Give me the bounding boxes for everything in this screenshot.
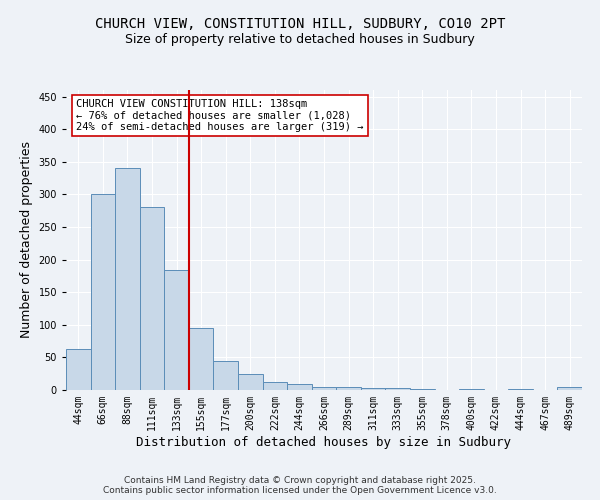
- Text: CHURCH VIEW CONSTITUTION HILL: 138sqm
← 76% of detached houses are smaller (1,02: CHURCH VIEW CONSTITUTION HILL: 138sqm ← …: [76, 99, 364, 132]
- Bar: [66, 349, 91, 390]
- Bar: [557, 388, 582, 390]
- Bar: [140, 208, 164, 390]
- Text: Contains public sector information licensed under the Open Government Licence v3: Contains public sector information licen…: [103, 486, 497, 495]
- Bar: [164, 270, 189, 390]
- X-axis label: Distribution of detached houses by size in Sudbury: Distribution of detached houses by size …: [137, 436, 511, 448]
- Bar: [189, 328, 214, 390]
- Bar: [385, 388, 410, 390]
- Bar: [238, 374, 263, 390]
- Bar: [287, 384, 312, 390]
- Bar: [91, 194, 115, 390]
- Text: CHURCH VIEW, CONSTITUTION HILL, SUDBURY, CO10 2PT: CHURCH VIEW, CONSTITUTION HILL, SUDBURY,…: [95, 18, 505, 32]
- Bar: [312, 386, 336, 390]
- Bar: [361, 388, 385, 390]
- Bar: [115, 168, 140, 390]
- Bar: [263, 382, 287, 390]
- Text: Contains HM Land Registry data © Crown copyright and database right 2025.: Contains HM Land Registry data © Crown c…: [124, 476, 476, 485]
- Y-axis label: Number of detached properties: Number of detached properties: [20, 142, 33, 338]
- Bar: [214, 362, 238, 390]
- Text: Size of property relative to detached houses in Sudbury: Size of property relative to detached ho…: [125, 32, 475, 46]
- Bar: [336, 386, 361, 390]
